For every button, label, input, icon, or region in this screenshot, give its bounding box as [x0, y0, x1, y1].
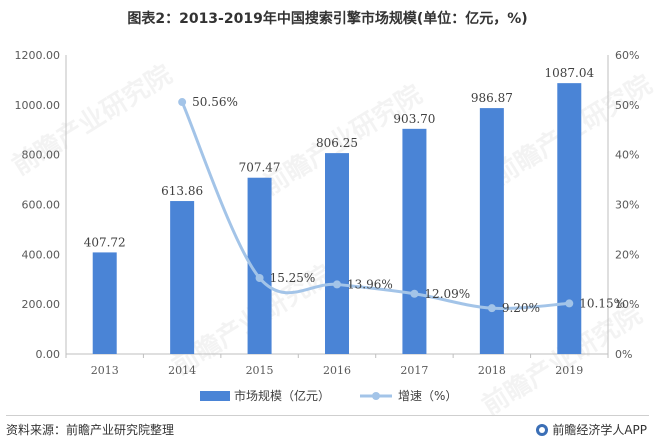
- x-tick-label: 2019: [555, 364, 583, 377]
- bar-value-label: 407.72: [84, 235, 126, 249]
- y-left-tick-label: 200.00: [22, 298, 61, 311]
- bar: [92, 252, 117, 354]
- bar-value-label: 613.86: [161, 184, 203, 198]
- y-left-tick-label: 0.00: [36, 348, 61, 361]
- y-left-tick-label: 800.00: [22, 149, 61, 162]
- y-right-tick-label: 60%: [615, 49, 639, 62]
- y-right-tick-label: 20%: [615, 248, 639, 261]
- bar: [557, 83, 582, 354]
- y-right-tick-label: 40%: [615, 149, 639, 162]
- bar-value-label: 806.25: [316, 136, 358, 150]
- legend-bar-label: 市场规模（亿元）: [234, 388, 330, 403]
- x-tick-label: 2016: [323, 364, 351, 377]
- bar: [479, 108, 504, 354]
- bar: [402, 128, 427, 354]
- y-right-tick-label: 10%: [615, 298, 639, 311]
- y-left-tick-label: 400.00: [22, 248, 61, 261]
- growth-point: [410, 289, 419, 298]
- y-right-tick-label: 30%: [615, 199, 639, 212]
- growth-point: [255, 274, 264, 283]
- growth-point: [178, 98, 187, 107]
- x-tick-label: 2014: [168, 364, 196, 377]
- brand-logo-icon: [536, 423, 549, 436]
- bar: [170, 201, 195, 354]
- brand: 前瞻经济学人APP: [536, 421, 647, 438]
- x-tick-label: 2013: [91, 364, 119, 377]
- brand-label: 前瞻经济学人APP: [552, 423, 647, 437]
- y-left-tick-label: 1000.00: [15, 99, 61, 112]
- growth-value-label: 9.20%: [502, 301, 540, 315]
- bar: [325, 153, 349, 354]
- y-right-tick-label: 0%: [615, 348, 632, 361]
- growth-point: [487, 304, 496, 313]
- source-note: 资料来源：前瞻产业研究院整理: [6, 423, 175, 437]
- y-left-tick-label: 1200.00: [15, 49, 61, 62]
- growth-value-label: 10.15%: [579, 296, 625, 310]
- x-tick-label: 2015: [246, 364, 274, 377]
- legend-bar-swatch: [200, 391, 230, 401]
- growth-value-label: 12.09%: [424, 287, 470, 301]
- bar: [247, 177, 272, 354]
- growth-point: [565, 299, 574, 308]
- x-tick-label: 2017: [400, 364, 428, 377]
- x-tick-label: 2018: [478, 364, 506, 377]
- bar-value-label: 1087.04: [544, 66, 594, 80]
- growth-value-label: 50.56%: [192, 95, 238, 109]
- y-right-tick-label: 50%: [615, 99, 639, 112]
- footer-divider: [6, 415, 649, 416]
- y-left-tick-label: 600.00: [22, 199, 61, 212]
- bar-value-label: 707.47: [239, 161, 281, 175]
- bar-value-label: 986.87: [471, 91, 513, 105]
- growth-point: [333, 280, 341, 289]
- growth-value-label: 15.25%: [270, 271, 316, 285]
- bar-value-label: 903.70: [393, 112, 435, 126]
- chart-title: 图表2：2013-2019年中国搜索引擎市场规模(单位：亿元，%): [127, 11, 528, 27]
- legend-line-label: 增速（%）: [398, 389, 457, 403]
- legend-line-marker: [372, 392, 380, 400]
- growth-value-label: 13.96%: [347, 277, 393, 291]
